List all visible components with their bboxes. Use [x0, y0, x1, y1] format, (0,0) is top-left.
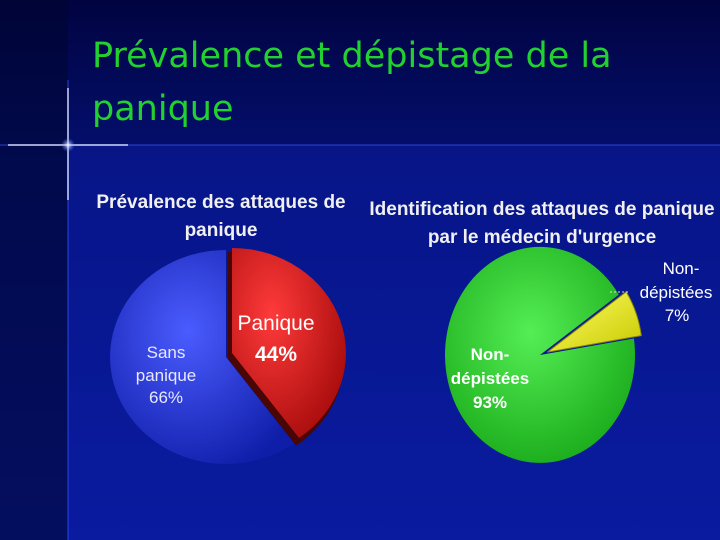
slice-label-93-line1: Non-	[471, 345, 510, 364]
slice-value-panique: 44%	[255, 343, 297, 366]
chart-title-identification: Identification des attaques de panique p…	[369, 199, 715, 248]
slice-value-7: 7%	[665, 306, 690, 325]
star-flare-icon	[8, 88, 128, 200]
pie-slice-panique	[232, 248, 346, 438]
slice-label-93-line2: dépistées	[451, 369, 529, 388]
pie-slice-non-depistees-93	[445, 246, 636, 463]
pie-chart-identification: Non- dépistées 93% Non- dépistées 7%	[445, 246, 713, 463]
chart-title-prevalence: Prévalence des attaques de panique	[96, 192, 346, 241]
slice-label-sans-panique-line1: Sans	[147, 343, 186, 362]
slice-label-7-line2: dépistées	[640, 283, 713, 302]
slice-value-93: 93%	[473, 393, 507, 412]
slide-title: Prévalence et dépistage de la panique	[92, 36, 612, 129]
slice-label-panique: Panique	[237, 312, 314, 335]
slice-label-sans-panique-line2: panique	[136, 366, 197, 385]
pie-slice-sans-panique	[110, 250, 295, 464]
slice-label-7-line1: Non-	[663, 259, 700, 278]
pie-chart-prevalence: Panique 44% Sans panique 66%	[110, 248, 346, 464]
slice-value-sans-panique: 66%	[149, 388, 183, 407]
